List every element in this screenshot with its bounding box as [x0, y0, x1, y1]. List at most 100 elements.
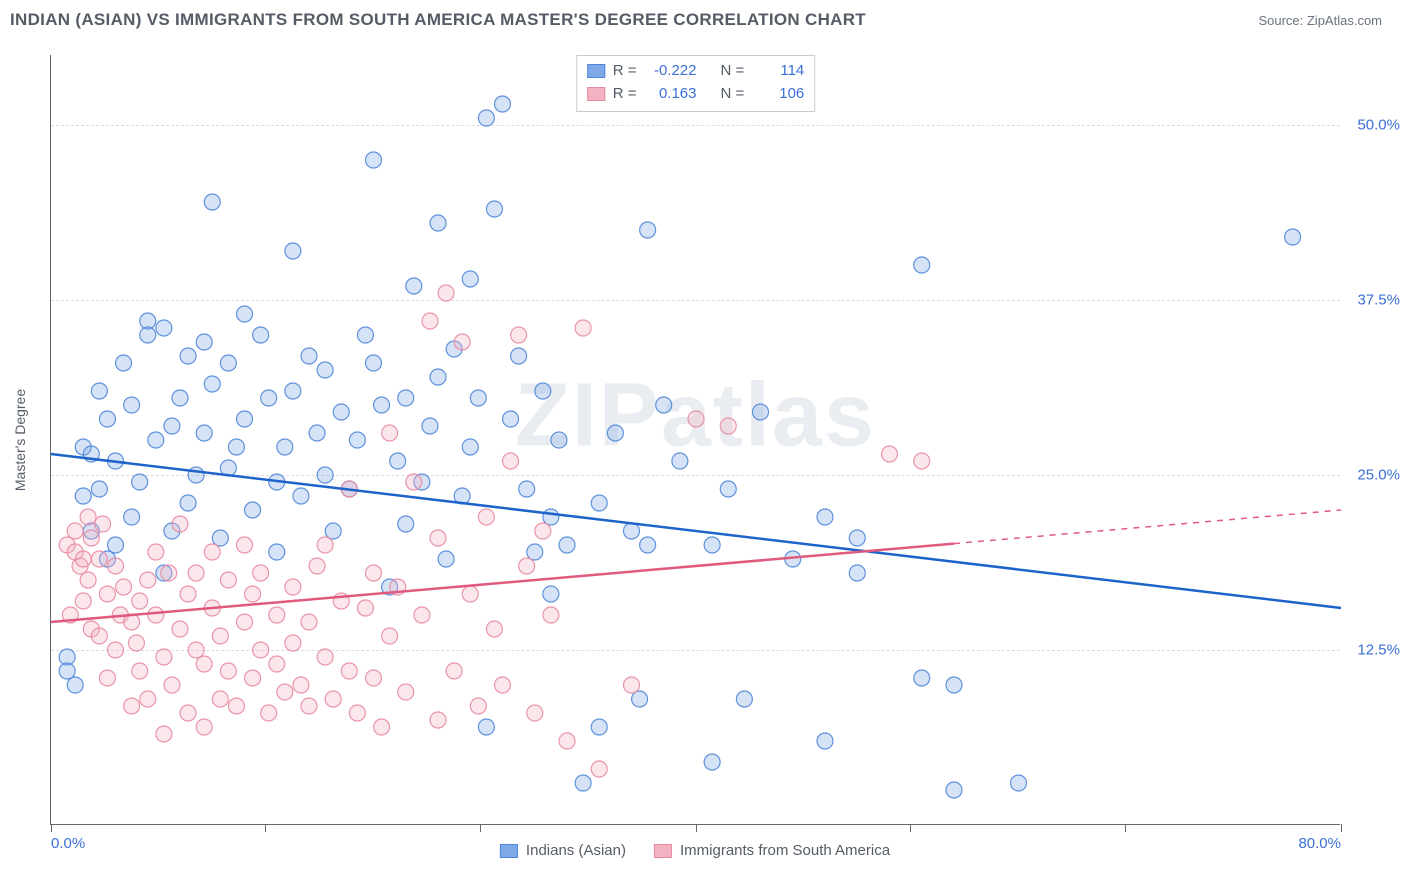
scatter-point-south_america	[253, 642, 269, 658]
scatter-point-south_america	[430, 712, 446, 728]
scatter-point-south_america	[172, 621, 188, 637]
scatter-svg	[51, 55, 1341, 825]
scatter-point-south_america	[253, 565, 269, 581]
scatter-point-indians	[91, 481, 107, 497]
scatter-point-south_america	[527, 705, 543, 721]
scatter-point-south_america	[559, 733, 575, 749]
chart-title: INDIAN (ASIAN) VS IMMIGRANTS FROM SOUTH …	[10, 10, 866, 30]
r-label: R =	[613, 83, 637, 106]
scatter-point-south_america	[188, 565, 204, 581]
scatter-point-indians	[349, 432, 365, 448]
scatter-point-indians	[366, 152, 382, 168]
scatter-point-south_america	[309, 558, 325, 574]
scatter-point-indians	[366, 355, 382, 371]
scatter-point-indians	[293, 488, 309, 504]
legend-label-south-america: Immigrants from South America	[680, 842, 890, 859]
scatter-point-indians	[503, 411, 519, 427]
scatter-point-south_america	[325, 691, 341, 707]
scatter-point-indians	[172, 390, 188, 406]
scatter-point-indians	[124, 397, 140, 413]
scatter-point-south_america	[116, 579, 132, 595]
scatter-point-south_america	[99, 670, 115, 686]
scatter-point-south_america	[128, 635, 144, 651]
swatch-south-america	[654, 844, 672, 858]
x-tick-label: 0.0%	[51, 835, 85, 852]
scatter-point-south_america	[212, 628, 228, 644]
scatter-point-indians	[817, 733, 833, 749]
scatter-point-indians	[333, 404, 349, 420]
scatter-point-south_america	[882, 446, 898, 462]
scatter-point-indians	[486, 201, 502, 217]
scatter-point-indians	[591, 495, 607, 511]
x-tick	[696, 824, 697, 832]
source-label: Source: ZipAtlas.com	[1258, 13, 1382, 28]
x-tick	[1125, 824, 1126, 832]
n-value-south-america: 106	[752, 83, 804, 106]
scatter-point-south_america	[277, 684, 293, 700]
scatter-point-indians	[124, 509, 140, 525]
scatter-point-south_america	[80, 572, 96, 588]
scatter-point-south_america	[148, 607, 164, 623]
scatter-point-south_america	[269, 607, 285, 623]
scatter-point-south_america	[543, 607, 559, 623]
n-label: N =	[721, 60, 745, 83]
swatch-south-america	[587, 87, 605, 101]
scatter-point-indians	[1285, 229, 1301, 245]
plot-area: Master's Degree ZIPatlas 12.5%25.0%37.5%…	[50, 55, 1340, 825]
scatter-point-indians	[422, 418, 438, 434]
scatter-point-south_america	[301, 614, 317, 630]
scatter-point-indians	[285, 243, 301, 259]
scatter-point-indians	[430, 215, 446, 231]
scatter-point-indians	[849, 530, 865, 546]
scatter-point-south_america	[196, 719, 212, 735]
scatter-point-south_america	[75, 551, 91, 567]
scatter-point-indians	[196, 334, 212, 350]
scatter-point-indians	[656, 397, 672, 413]
scatter-point-indians	[1011, 775, 1027, 791]
scatter-point-indians	[551, 432, 567, 448]
scatter-point-indians	[91, 383, 107, 399]
scatter-point-south_america	[245, 670, 261, 686]
scatter-point-south_america	[406, 474, 422, 490]
scatter-point-south_america	[478, 509, 494, 525]
scatter-point-south_america	[293, 677, 309, 693]
scatter-point-indians	[640, 537, 656, 553]
scatter-point-indians	[478, 719, 494, 735]
scatter-point-south_america	[414, 607, 430, 623]
scatter-point-south_america	[140, 572, 156, 588]
scatter-point-south_america	[188, 642, 204, 658]
scatter-point-south_america	[285, 579, 301, 595]
scatter-point-indians	[438, 551, 454, 567]
scatter-point-indians	[309, 425, 325, 441]
scatter-point-indians	[220, 355, 236, 371]
scatter-point-south_america	[462, 586, 478, 602]
scatter-point-south_america	[357, 600, 373, 616]
scatter-point-south_america	[75, 593, 91, 609]
scatter-point-indians	[164, 418, 180, 434]
correlation-box: R = -0.222 N = 114 R = 0.163 N = 106	[576, 55, 816, 112]
r-value-indians: -0.222	[645, 60, 697, 83]
scatter-point-south_america	[317, 649, 333, 665]
scatter-point-indians	[204, 376, 220, 392]
scatter-point-south_america	[470, 698, 486, 714]
scatter-point-indians	[156, 320, 172, 336]
scatter-point-indians	[140, 327, 156, 343]
scatter-point-south_america	[67, 523, 83, 539]
scatter-point-south_america	[285, 635, 301, 651]
scatter-point-indians	[59, 663, 75, 679]
scatter-point-indians	[406, 278, 422, 294]
scatter-point-south_america	[245, 586, 261, 602]
scatter-point-south_america	[519, 558, 535, 574]
scatter-point-south_america	[341, 663, 357, 679]
scatter-point-indians	[704, 754, 720, 770]
legend-item-south-america: Immigrants from South America	[654, 842, 890, 859]
scatter-point-indians	[99, 411, 115, 427]
scatter-point-indians	[704, 537, 720, 553]
trendline-dashed-south_america	[954, 510, 1341, 544]
scatter-point-indians	[277, 439, 293, 455]
scatter-point-indians	[849, 565, 865, 581]
scatter-point-indians	[462, 439, 478, 455]
swatch-indians	[587, 64, 605, 78]
scatter-point-south_america	[535, 523, 551, 539]
r-label: R =	[613, 60, 637, 83]
